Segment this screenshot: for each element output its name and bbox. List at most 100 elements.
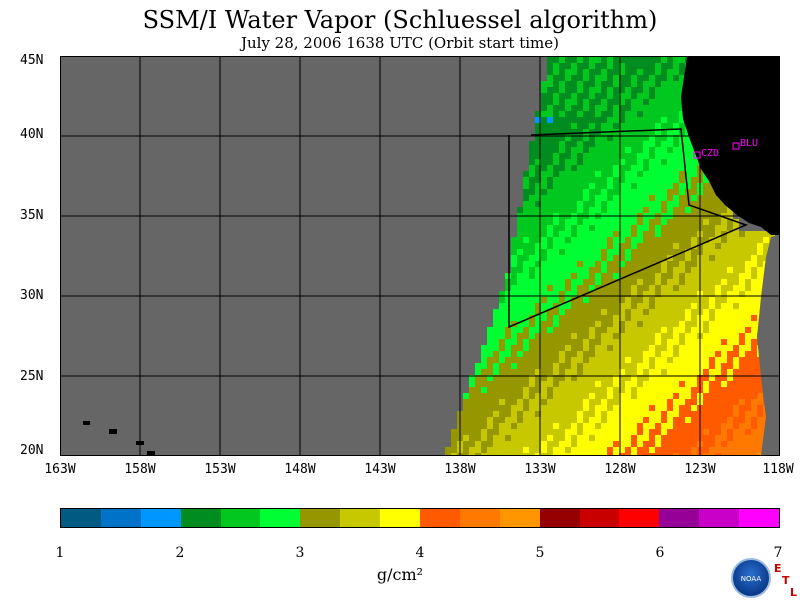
vapor-pixel (661, 165, 667, 171)
vapor-pixel (637, 399, 643, 405)
vapor-pixel (673, 309, 679, 315)
vapor-pixel (571, 135, 577, 141)
vapor-pixel (517, 291, 523, 297)
vapor-pixel (745, 393, 751, 399)
vapor-pixel (559, 441, 565, 447)
vapor-pixel (601, 261, 607, 267)
vapor-pixel (631, 381, 637, 387)
vapor-pixel (643, 231, 649, 237)
vapor-pixel (583, 135, 589, 141)
vapor-pixel (607, 69, 613, 75)
vapor-pixel (571, 369, 577, 375)
vapor-pixel (607, 231, 613, 237)
vapor-pixel (577, 267, 583, 273)
vapor-pixel (631, 363, 637, 369)
vapor-pixel (547, 189, 553, 195)
vapor-pixel (715, 417, 721, 423)
vapor-pixel (685, 339, 691, 345)
vapor-pixel (757, 303, 763, 309)
vapor-pixel (643, 285, 649, 291)
vapor-pixel (505, 363, 511, 369)
vapor-pixel (655, 345, 661, 351)
vapor-pixel (625, 57, 631, 63)
vapor-pixel (511, 417, 517, 423)
vapor-pixel (649, 183, 655, 189)
vapor-pixel (619, 273, 625, 279)
vapor-pixel (619, 351, 625, 357)
vapor-pixel (541, 429, 547, 435)
vapor-pixel (643, 399, 649, 405)
vapor-pixel (703, 201, 709, 207)
vapor-pixel (607, 399, 613, 405)
vapor-pixel (625, 225, 631, 231)
vapor-pixel (649, 345, 655, 351)
vapor-pixel (517, 267, 523, 273)
vapor-pixel (667, 183, 673, 189)
vapor-pixel (571, 321, 577, 327)
vapor-pixel (721, 369, 727, 375)
vapor-pixel (721, 315, 727, 321)
vapor-pixel (607, 249, 613, 255)
vapor-pixel (745, 429, 751, 435)
vapor-pixel (673, 291, 679, 297)
etl-logo-t: T (782, 574, 790, 587)
vapor-pixel (727, 375, 733, 381)
vapor-pixel (607, 87, 613, 93)
vapor-pixel (661, 219, 667, 225)
vapor-pixel (739, 309, 745, 315)
vapor-pixel (733, 369, 739, 375)
vapor-pixel (727, 219, 733, 225)
vapor-pixel (757, 297, 763, 303)
vapor-pixel (751, 369, 757, 375)
vapor-pixel (661, 357, 667, 363)
vapor-pixel (655, 303, 661, 309)
vapor-pixel (679, 201, 685, 207)
vapor-pixel (547, 81, 553, 87)
vapor-pixel (757, 291, 763, 297)
vapor-pixel (709, 447, 715, 453)
vapor-pixel (733, 453, 739, 455)
vapor-pixel (721, 387, 727, 393)
vapor-pixel (637, 201, 643, 207)
vapor-pixel (529, 141, 535, 147)
vapor-pixel (595, 351, 601, 357)
vapor-pixel (565, 153, 571, 159)
vapor-pixel (709, 387, 715, 393)
vapor-pixel (637, 375, 643, 381)
vapor-pixel (661, 387, 667, 393)
vapor-pixel (553, 231, 559, 237)
vapor-pixel (631, 177, 637, 183)
vapor-pixel (619, 297, 625, 303)
vapor-pixel (583, 171, 589, 177)
vapor-pixel (751, 285, 757, 291)
vapor-pixel (529, 243, 535, 249)
vapor-pixel (733, 399, 739, 405)
vapor-pixel (631, 195, 637, 201)
vapor-pixel (625, 81, 631, 87)
vapor-pixel (631, 357, 637, 363)
vapor-pixel (529, 171, 535, 177)
vapor-pixel (595, 237, 601, 243)
vapor-pixel (589, 261, 595, 267)
vapor-pixel (541, 423, 547, 429)
vapor-pixel (715, 195, 721, 201)
vapor-pixel (685, 219, 691, 225)
vapor-pixel (655, 321, 661, 327)
vapor-pixel (559, 87, 565, 93)
vapor-pixel (505, 309, 511, 315)
vapor-pixel (745, 405, 751, 411)
vapor-pixel (595, 249, 601, 255)
vapor-pixel (655, 423, 661, 429)
vapor-pixel (607, 327, 613, 333)
vapor-pixel (673, 231, 679, 237)
vapor-pixel (613, 57, 619, 63)
vapor-pixel (529, 387, 535, 393)
vapor-pixel (583, 429, 589, 435)
vapor-pixel (679, 441, 685, 447)
vapor-pixel (625, 297, 631, 303)
vapor-pixel (547, 225, 553, 231)
vapor-pixel (577, 447, 583, 453)
vapor-pixel (547, 315, 553, 321)
vapor-pixel (595, 231, 601, 237)
vapor-pixel (679, 411, 685, 417)
